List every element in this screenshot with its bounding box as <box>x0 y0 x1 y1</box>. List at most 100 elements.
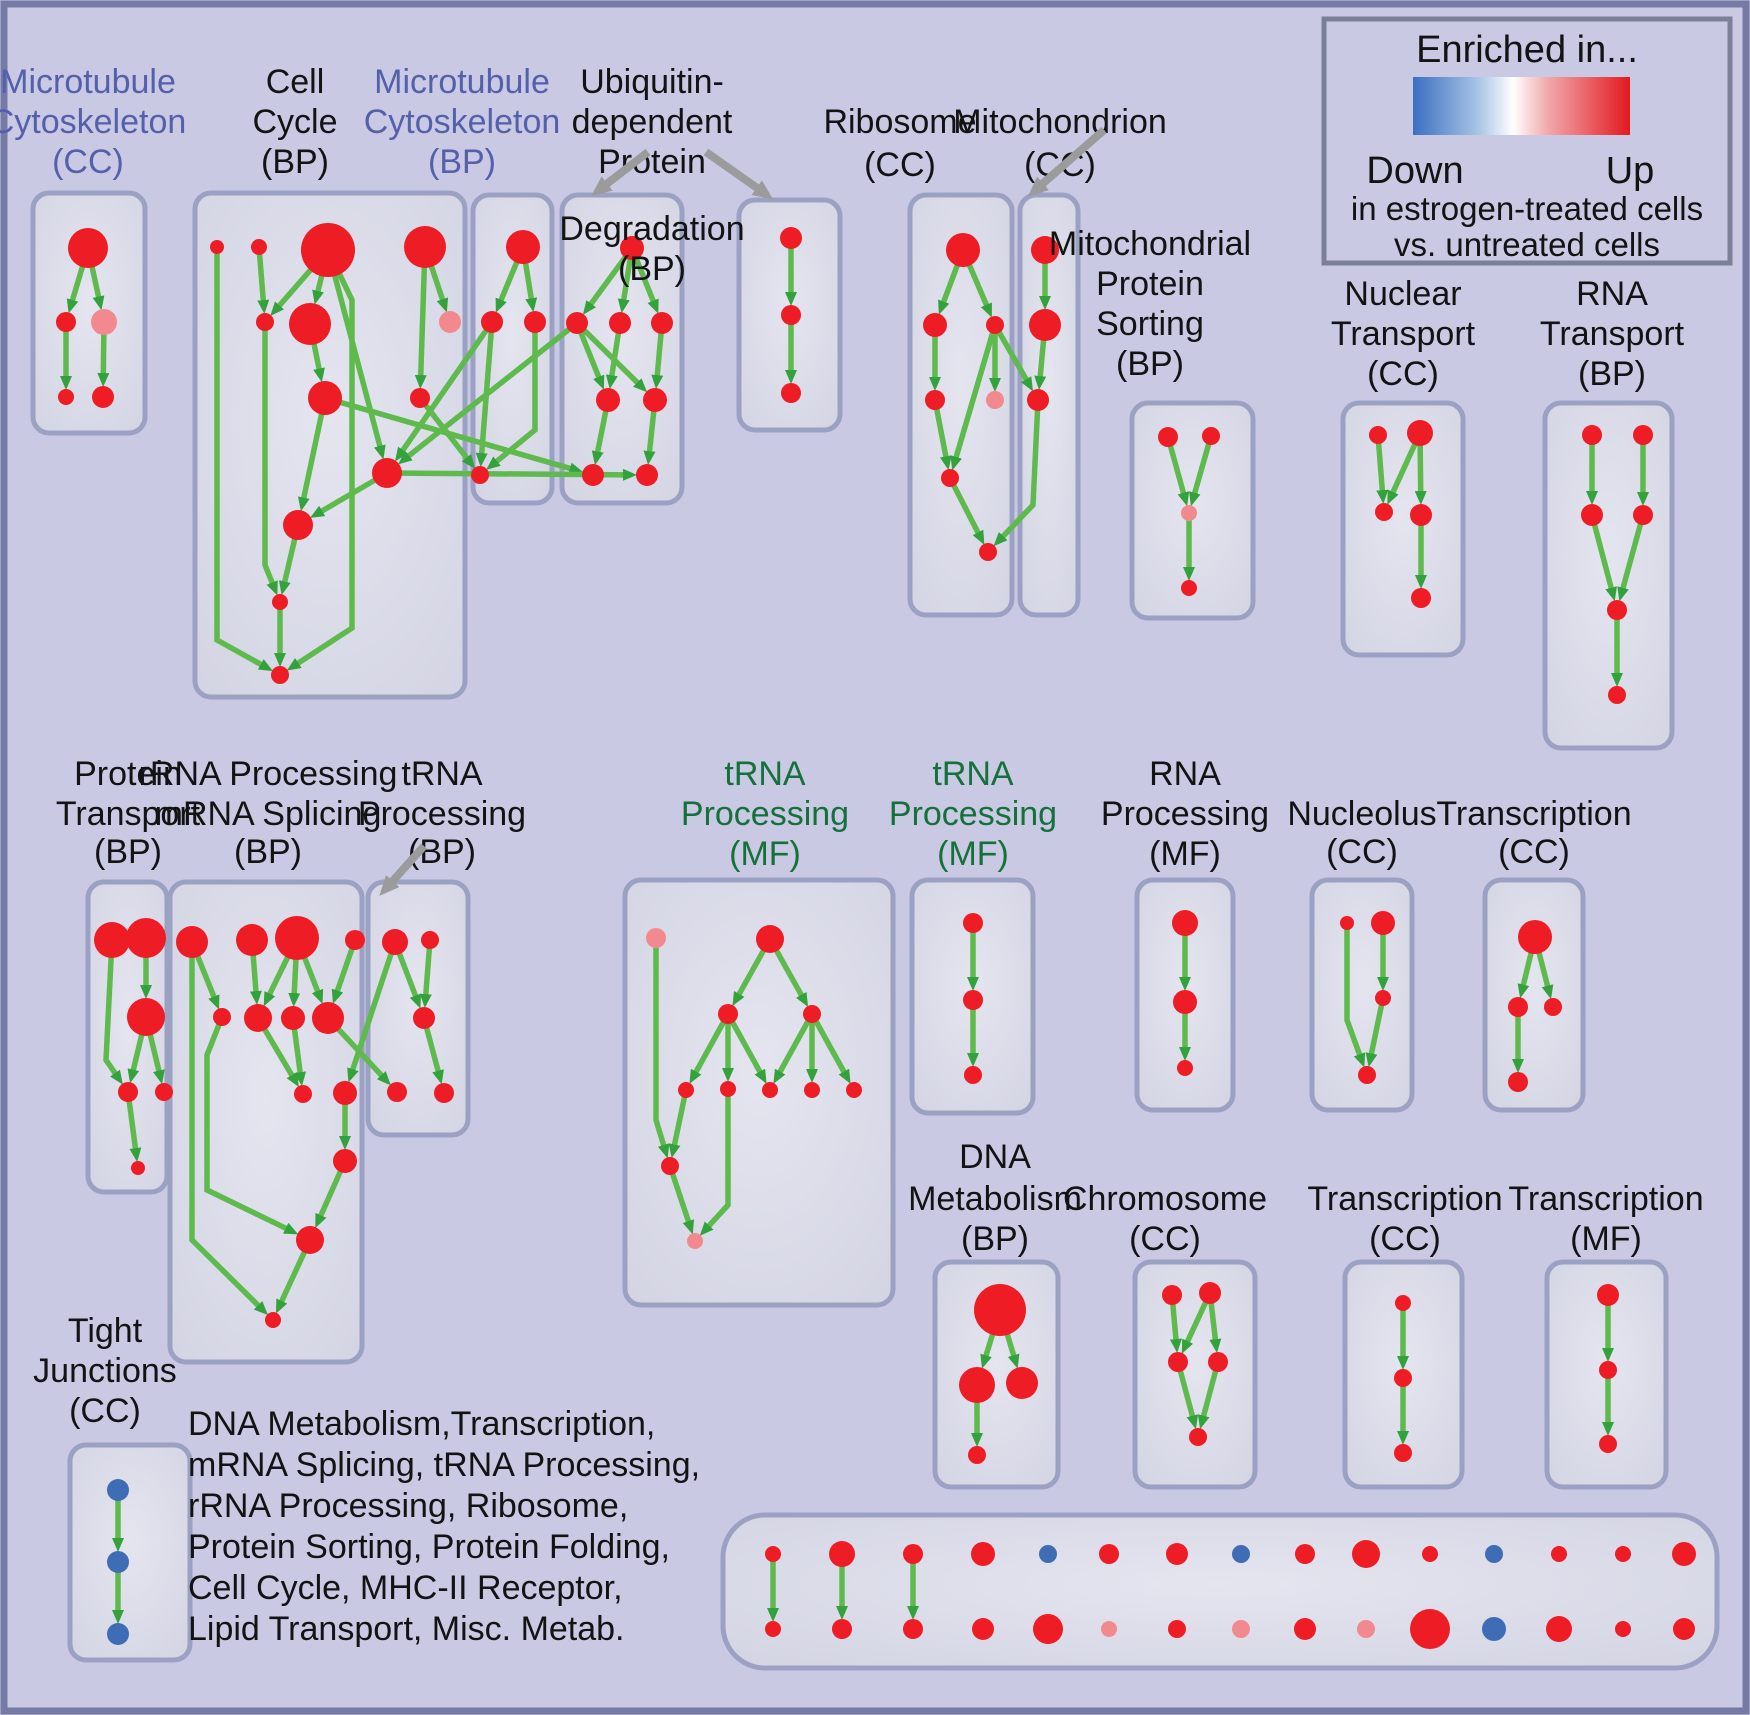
edge-cell-cycle-k-l <box>278 538 298 596</box>
node-ubiquitin-br <box>636 464 658 486</box>
edge-nucleolus-ts-b <box>1344 929 1366 1068</box>
edge-cell-cycle-c-j <box>331 274 386 460</box>
edge-trna-bp-md-b2 <box>423 1026 444 1085</box>
label-transcription-cc-mid-line-1: (CC) <box>1498 833 1570 871</box>
node-strip-bottom-6 <box>1101 1621 1117 1637</box>
node-chromosome-tr <box>1199 1282 1221 1304</box>
node-nucleolus-b <box>1358 1066 1376 1084</box>
node-trna-mf-left-q5 <box>846 1082 862 1098</box>
cross-edge-0 <box>339 399 584 475</box>
node-rrna-mrna-m3 <box>281 1006 305 1030</box>
edge-nuclear-transport-tb-mr <box>1414 444 1427 506</box>
label-ubiquitin-line-1: dependent <box>572 103 733 141</box>
edge-trna-bp-t1-md <box>396 952 422 1009</box>
label-rna-processing-mf-line-1: Processing <box>1101 795 1269 833</box>
edge-mitochondrion-m-m3 <box>1034 339 1047 391</box>
label-protein-transport-line-1: Transport <box>56 795 201 833</box>
node-strip-bottom-12 <box>1482 1617 1506 1641</box>
edge-trna-mf-left-q2-pk2 <box>699 1096 731 1236</box>
label-trna-mf-left-line-1: Processing <box>681 795 849 833</box>
edge-rrna-mrna-m2-b1 <box>262 1027 299 1088</box>
node-trna-mf-right-n1 <box>963 913 983 933</box>
label-microtubule-cc-line-1: Cytoskeleton <box>0 103 186 141</box>
node-dna-metabolism-t <box>974 1284 1026 1336</box>
edge-rrna-mrna-t3-m2 <box>263 955 291 1007</box>
node-rna-processing-mf-n2 <box>1173 990 1197 1014</box>
edge-chromosome-ml-b <box>1177 1369 1199 1430</box>
node-tight-junctions-n3 <box>107 1623 129 1645</box>
label-ubiquitin-line-3: Degradation <box>559 210 744 248</box>
node-strip-bottom-2 <box>832 1619 852 1639</box>
edge-rrna-mrna-c2-c3 <box>275 1250 308 1314</box>
legend-down-label: Down <box>1366 150 1463 192</box>
node-chromosome-ml <box>1168 1352 1188 1372</box>
label-nucleolus-line-0: Nucleolus <box>1287 795 1436 833</box>
edge-microtubule-cc-pr-br <box>97 333 110 388</box>
node-strip-bottom-15 <box>1673 1618 1695 1640</box>
edge-cell-cycle-c-f <box>312 274 325 305</box>
node-rna-transport-tr <box>1633 425 1653 445</box>
legend-subtitle-1: in estrogen-treated cells <box>1351 190 1703 227</box>
node-mitochondrion-t <box>1031 236 1059 264</box>
edge-mito-sorting-tr-pk <box>1189 442 1212 507</box>
edge-ribosome-t-cl <box>938 264 960 315</box>
cross-edge-2 <box>423 403 476 469</box>
misc-category-text-line-0: DNA Metabolism,Transcription, <box>188 1405 655 1443</box>
label-rna-processing-mf-line-0: RNA <box>1149 755 1221 793</box>
node-microtubule-bp-cl <box>481 311 503 333</box>
node-strip-top-14 <box>1615 1546 1631 1562</box>
node-chromosome-tl <box>1162 1285 1182 1305</box>
node-ubiquitin-c3 <box>651 312 673 334</box>
node-microtubule-cc-cl <box>56 312 76 332</box>
node-transcription-cc-mid-t <box>1518 920 1552 954</box>
legend-title: Enriched in... <box>1416 29 1638 71</box>
node-strip-bottom-8 <box>1232 1620 1250 1638</box>
node-transcription-cc-bottom-n1 <box>1395 1295 1411 1311</box>
node-trna-bp-b1 <box>387 1082 407 1102</box>
node-strip-top-5 <box>1039 1545 1057 1563</box>
node-trna-mf-left-pk1 <box>646 928 666 948</box>
edge-protein-transport-s1-bt <box>126 1100 142 1163</box>
label-trna-bp-line-1: Processing <box>358 795 526 833</box>
node-trna-mf-left-q4 <box>804 1082 820 1098</box>
node-strip-top-1 <box>765 1546 781 1562</box>
node-ribosome-cv <box>941 469 959 487</box>
label-rrna-mrna-line-0: rRNA Processing <box>139 755 398 793</box>
node-microtubule-bp-b <box>471 466 489 484</box>
node-ubiquitin-ml <box>596 388 620 412</box>
edge-dna-metabolism-t-cr <box>1004 1333 1020 1369</box>
node-rrna-mrna-t1 <box>176 926 208 958</box>
node-strip-top-12 <box>1485 1545 1503 1563</box>
edge-mito-sorting-tl-pk <box>1167 444 1190 507</box>
edge-cell-cycle-b-e <box>256 253 270 315</box>
edge-microtubule-bp-t-cr <box>522 262 538 313</box>
edge-rrna-mrna-t1-c3 <box>189 957 269 1316</box>
label-microtubule-bp-line-0: Microtubule <box>374 63 550 101</box>
node-protein-transport-s2 <box>155 1083 173 1101</box>
edge-ribosome-cv-b <box>951 483 985 545</box>
node-strip-top-9 <box>1295 1544 1315 1564</box>
node-transcription-cc-bottom-n2 <box>1394 1369 1412 1387</box>
node-cell-cycle-j <box>372 458 402 488</box>
node-rrna-mrna-t4 <box>345 930 365 950</box>
node-microtubule-bp-t <box>506 230 540 264</box>
edge-rrna-mrna-t3-m3 <box>288 958 301 1008</box>
box-nuclear-transport <box>1340 400 1466 658</box>
edge-chromosome-tr-ml <box>1181 1300 1209 1354</box>
edge-rrna-mrna-m3-b1 <box>291 1028 307 1087</box>
node-ubiquitin-2-n1 <box>780 227 802 249</box>
node-transcription-mf-n1 <box>1597 1284 1619 1306</box>
edge-trna-mf-left-ml-q1 <box>689 1020 727 1084</box>
node-ubiquitin-c2 <box>609 312 631 334</box>
node-dna-metabolism-cr <box>1006 1367 1038 1399</box>
node-trna-mf-right-n3 <box>964 1066 982 1084</box>
node-microtubule-cc-bl <box>58 389 74 405</box>
node-rna-transport-ml <box>1581 504 1603 526</box>
edge-ribosome-t-cc <box>966 263 992 318</box>
edge-microtubule-cc-t-pr <box>89 265 105 311</box>
node-trna-mf-left-pk2 <box>687 1233 703 1249</box>
label-transcription-mf-line-0: Transcription <box>1508 1180 1703 1218</box>
edge-cell-cycle-c-e <box>270 267 313 316</box>
